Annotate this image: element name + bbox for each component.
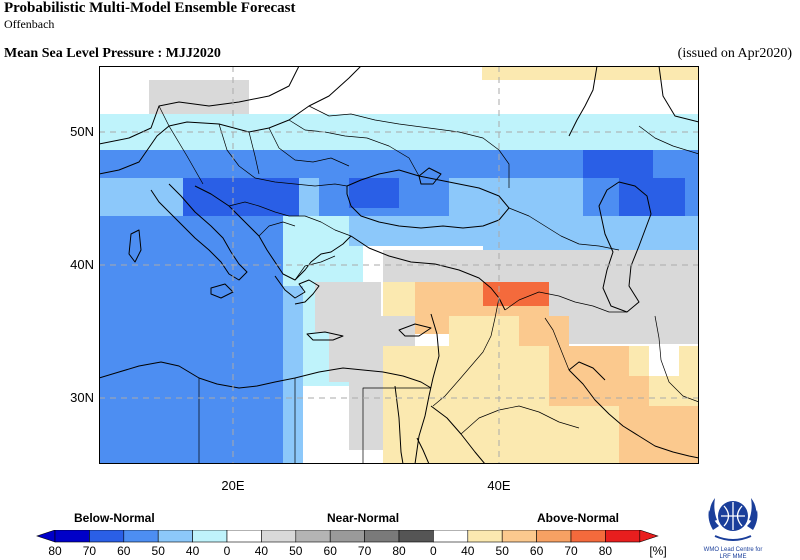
probability-cell	[349, 450, 383, 464]
legend-color-box	[329, 530, 365, 543]
probability-cell	[549, 316, 699, 344]
map-canvas	[99, 66, 699, 464]
legend-color-box	[364, 530, 400, 543]
legend-tick-label: 70	[564, 544, 578, 558]
legend-tick-label: 40	[186, 544, 200, 558]
legend-color-box	[433, 530, 469, 543]
probability-cell	[619, 406, 699, 464]
legend-tick-label: 0	[430, 544, 437, 558]
legend-color-box	[157, 530, 193, 543]
probability-cell	[482, 66, 699, 80]
legend-arrow-left	[36, 530, 56, 543]
legend-color-box	[192, 530, 228, 543]
legend-color-box	[398, 530, 434, 543]
lon-label-40e: 40E	[487, 478, 511, 493]
legend-color-box	[295, 530, 331, 543]
legend-tick-label: 50	[152, 544, 166, 558]
forecast-map	[99, 66, 699, 464]
legend-tick-label: 60	[324, 544, 338, 558]
legend-tick-label: 50	[496, 544, 510, 558]
legend-color-box	[226, 530, 262, 543]
legend-color-box	[570, 530, 606, 543]
legend-tick-label: 60	[117, 544, 131, 558]
probability-legend: 80 70 60 50 40 0 40 50 60 70 80 0 40 50 60 70 80 [%]	[36, 530, 667, 558]
issued-date: (issued on Apr2020)	[677, 46, 792, 61]
map-border	[99, 66, 699, 464]
legend-color-boxes	[36, 530, 659, 543]
legend-tick-label: 70	[83, 544, 97, 558]
legend-color-box	[123, 530, 159, 543]
legend-tick-label: 80	[48, 544, 62, 558]
legend-near-normal-label: Near-Normal	[327, 511, 400, 525]
legend-color-box	[467, 530, 503, 543]
country-borders	[158, 105, 699, 464]
legend-color-box	[501, 530, 537, 543]
logo-text-line1: WMO Lead Centre for	[704, 547, 763, 553]
probability-cell	[149, 80, 249, 114]
legend-color-box	[536, 530, 572, 543]
legend-tick-labels: 80 70 60 50 40 0 40 50 60 70 80 0 40 50 60 70 80	[48, 544, 612, 558]
legend-below-normal-label: Below-Normal	[74, 511, 155, 525]
legend-tick-label: 80	[599, 544, 613, 558]
lat-label-30n: 30N	[70, 390, 94, 405]
probability-cell	[183, 178, 299, 216]
probability-cell	[483, 216, 699, 250]
legend-tick-label: 60	[530, 544, 544, 558]
lon-label-20e: 20E	[221, 478, 245, 493]
legend-arrow-right	[639, 530, 659, 543]
legend-tick-label: 70	[358, 544, 372, 558]
legend-unit-label: [%]	[649, 544, 666, 558]
legend-tick-label: 80	[392, 544, 406, 558]
legend-color-box	[605, 530, 641, 543]
legend-color-box	[89, 530, 125, 543]
probability-cell	[649, 346, 679, 376]
probability-cell	[349, 178, 399, 208]
lat-label-40n: 40N	[70, 257, 94, 272]
legend-tick-label: 50	[289, 544, 303, 558]
wmo-logo-icon: WMO Lead Centre for LRF MME	[704, 498, 763, 560]
legend-tick-label: 40	[255, 544, 269, 558]
lat-label-50n: 50N	[70, 124, 94, 139]
variable-title: Mean Sea Level Pressure : MJJ2020	[4, 46, 221, 61]
probability-cell	[99, 306, 283, 464]
legend-color-box	[261, 530, 297, 543]
probability-cell	[315, 282, 349, 332]
centre-name: Offenbach	[4, 17, 55, 31]
probability-cell	[349, 216, 483, 246]
legend-above-normal-label: Above-Normal	[537, 511, 620, 525]
probability-cell	[549, 282, 699, 316]
probability-cell	[383, 250, 699, 282]
product-title: Probabilistic Multi-Model Ensemble Forec…	[4, 0, 296, 16]
legend-color-box	[54, 530, 90, 543]
probability-cell	[283, 286, 303, 464]
probability-cell	[583, 150, 653, 178]
logo-text-line2: LRF MME	[720, 554, 747, 560]
legend-tick-label: 40	[461, 544, 475, 558]
map-gridlines	[99, 66, 699, 464]
legend-tick-label: 0	[224, 544, 231, 558]
